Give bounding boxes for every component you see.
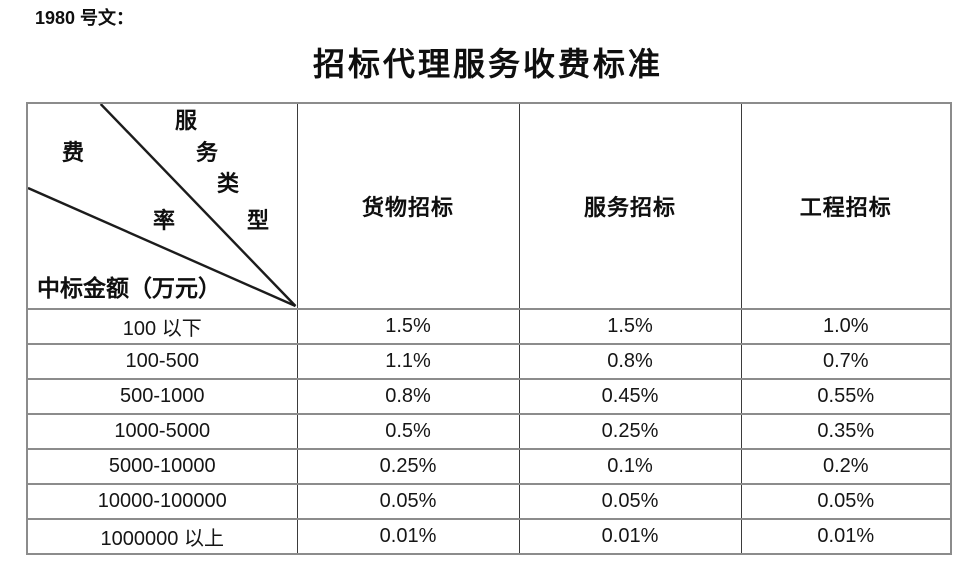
rate-cell-works: 0.55% (740, 378, 952, 415)
table-row: 1000000 以上 0.01% 0.01% 0.01% (26, 518, 952, 555)
rate-cell-works: 0.7% (740, 343, 952, 380)
amount-range-cell: 1000-5000 (26, 413, 298, 450)
rate-cell-goods: 1.5% (296, 308, 520, 345)
amount-range-cell: 500-1000 (26, 378, 298, 415)
rate-char-2: 率 (153, 208, 176, 233)
rate-cell-goods: 1.1% (296, 343, 520, 380)
rate-char-1: 费 (62, 140, 85, 165)
amount-range-cell: 100-500 (26, 343, 298, 380)
table-row: 10000-100000 0.05% 0.05% 0.05% (26, 483, 952, 520)
service-type-char-4: 型 (247, 208, 270, 233)
rate-cell-works: 0.01% (740, 518, 952, 555)
rate-cell-services: 0.1% (518, 448, 742, 485)
table-row: 500-1000 0.8% 0.45% 0.55% (26, 378, 952, 415)
rate-cell-services: 0.05% (518, 483, 742, 520)
rate-cell-works: 0.35% (740, 413, 952, 450)
table-row: 1000-5000 0.5% 0.25% 0.35% (26, 413, 952, 450)
rate-cell-goods: 0.8% (296, 378, 520, 415)
service-type-char-1: 服 (175, 108, 198, 133)
amount-range-cell: 1000000 以上 (26, 518, 298, 555)
rate-cell-works: 0.2% (740, 448, 952, 485)
table-row: 5000-10000 0.25% 0.1% 0.2% (26, 448, 952, 485)
rate-cell-services: 1.5% (518, 308, 742, 345)
amount-range-cell: 5000-10000 (26, 448, 298, 485)
table-header-row: 服 务 类 型 费 率 中标金额（万元） 货物招标 服务招标 工程招标 (26, 102, 952, 310)
fee-table: 服 务 类 型 费 率 中标金额（万元） 货物招标 服务招标 工程招标 100 … (26, 102, 952, 555)
doc-number-label: 1980 号文： (35, 8, 135, 28)
service-type-char-3: 类 (217, 171, 240, 196)
corner-header-cell: 服 务 类 型 费 率 中标金额（万元） (26, 102, 298, 310)
amount-header-label: 中标金额（万元） (37, 276, 221, 301)
table-row: 100 以下 1.5% 1.5% 1.0% (26, 308, 952, 345)
rate-cell-services: 0.8% (518, 343, 742, 380)
rate-cell-services: 0.25% (518, 413, 742, 450)
column-header-goods: 货物招标 (296, 102, 520, 310)
rate-cell-goods: 0.01% (296, 518, 520, 555)
rate-cell-goods: 0.25% (296, 448, 520, 485)
rate-cell-services: 0.01% (518, 518, 742, 555)
diagonal-divider-lines (28, 104, 297, 308)
table-row: 100-500 1.1% 0.8% 0.7% (26, 343, 952, 380)
column-header-works: 工程招标 (740, 102, 952, 310)
service-type-char-2: 务 (196, 140, 219, 165)
rate-cell-goods: 0.5% (296, 413, 520, 450)
rate-cell-services: 0.45% (518, 378, 742, 415)
rate-cell-works: 1.0% (740, 308, 952, 345)
amount-range-cell: 100 以下 (26, 308, 298, 345)
column-header-services: 服务招标 (518, 102, 742, 310)
rate-cell-works: 0.05% (740, 483, 952, 520)
rate-cell-goods: 0.05% (296, 483, 520, 520)
document-title: 招标代理服务收费标准 (312, 46, 663, 82)
amount-range-cell: 10000-100000 (26, 483, 298, 520)
